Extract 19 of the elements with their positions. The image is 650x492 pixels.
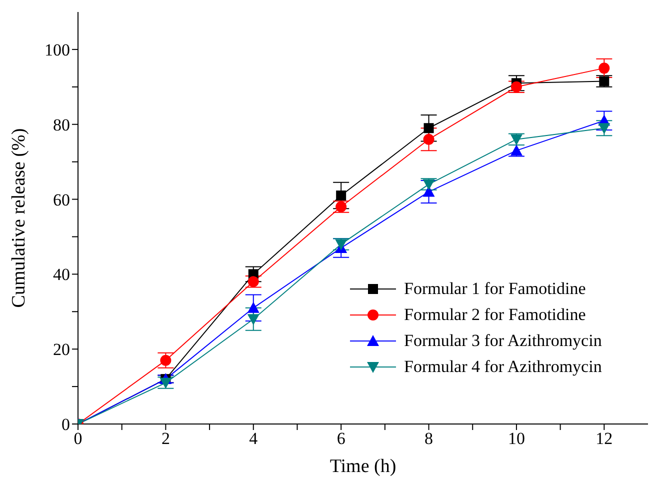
- legend-label: Formular 4 for Azithromycin: [404, 357, 602, 377]
- x-tick-label: 6: [336, 429, 346, 448]
- x-tick-label: 12: [596, 429, 613, 448]
- y-tick-label: 40: [53, 265, 70, 284]
- x-tick-label: 8: [424, 429, 434, 448]
- x-tick-label: 10: [508, 429, 525, 448]
- y-tick-label: 80: [53, 115, 70, 134]
- legend-label: Formular 1 for Famotidine: [404, 279, 586, 299]
- legend-label: Formular 2 for Famotidine: [404, 305, 586, 325]
- y-axis-title: Cumulative release (%): [8, 128, 30, 308]
- x-tick-label: 4: [249, 429, 258, 448]
- x-axis-title: Time (h): [330, 456, 396, 477]
- y-tick-label: 20: [53, 340, 70, 360]
- x-tick-label: 0: [74, 429, 82, 448]
- y-tick-label: 0: [62, 415, 70, 434]
- y-tick-label: 100: [44, 40, 70, 60]
- y-tick-label: 60: [53, 190, 70, 210]
- legend-label: Formular 3 for Azithromycin: [404, 331, 602, 351]
- x-tick-label: 2: [161, 429, 170, 448]
